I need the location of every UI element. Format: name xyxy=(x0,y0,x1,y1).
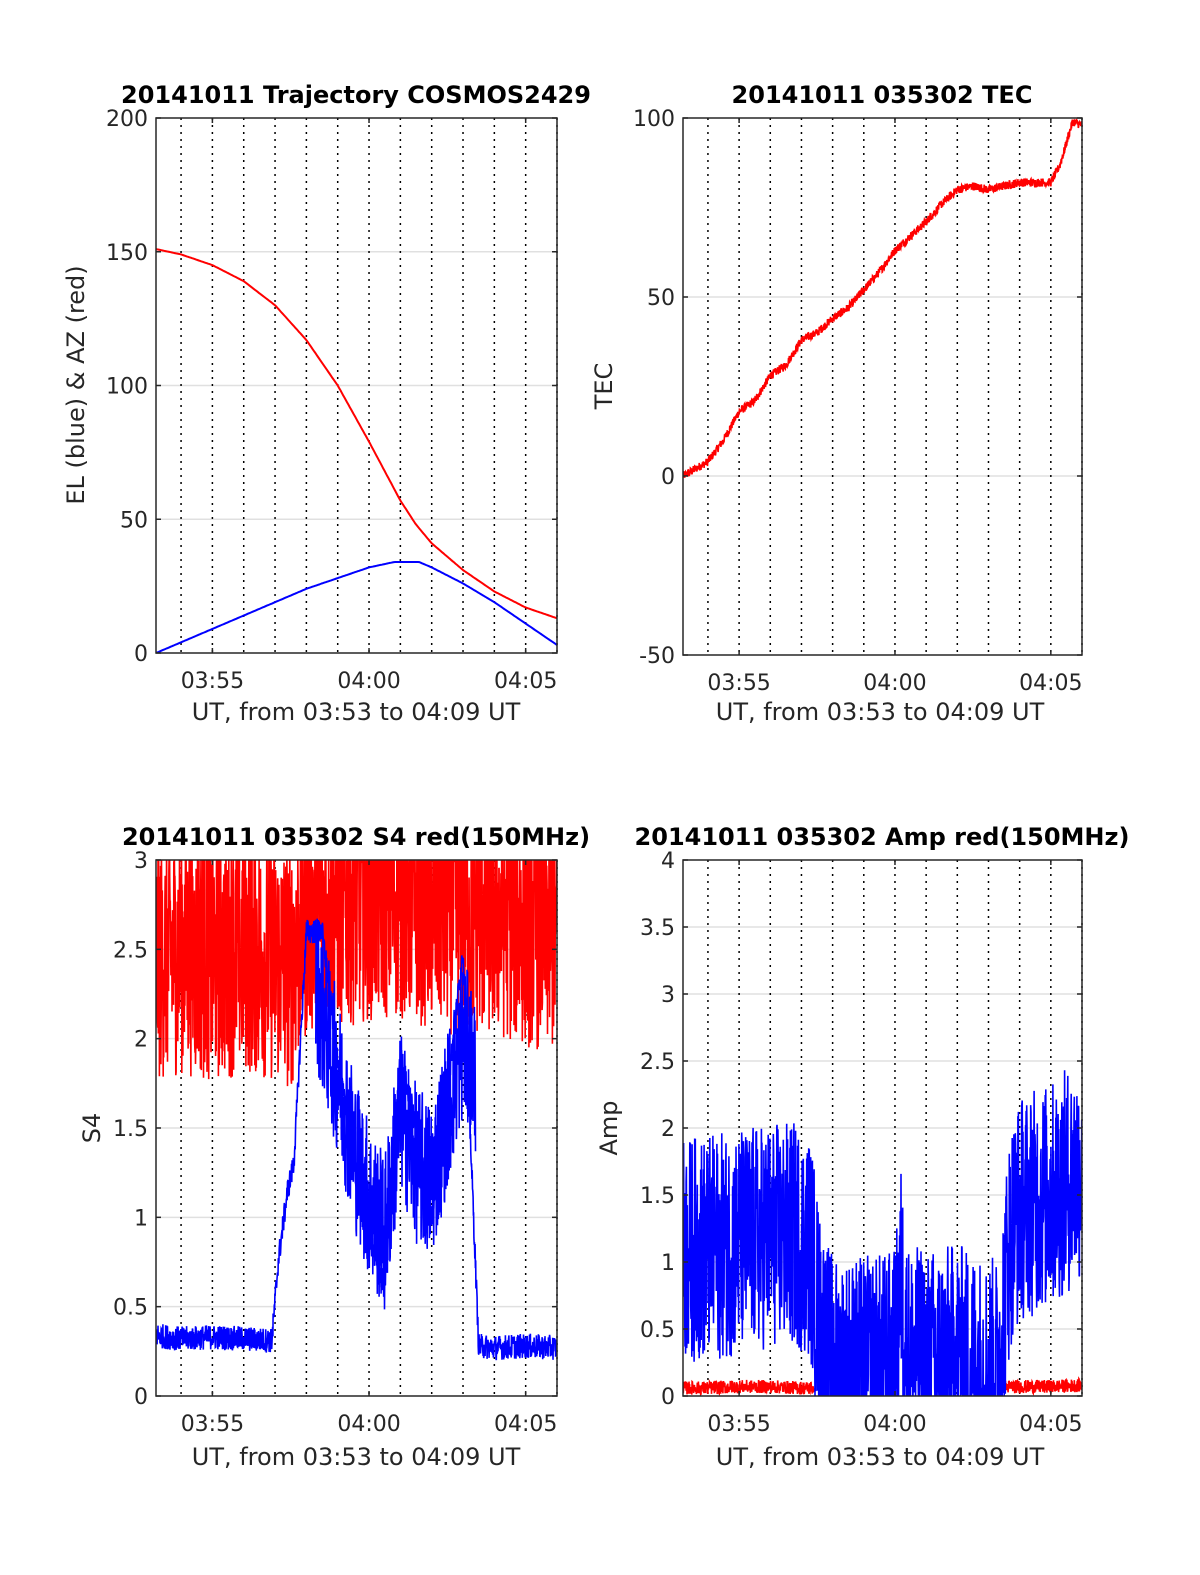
y-tick-label: 50 xyxy=(120,508,148,533)
axes-box xyxy=(682,117,1083,656)
y-tick-label: 200 xyxy=(106,107,148,132)
y-tick-label: 0 xyxy=(661,1385,675,1410)
x-tick-label: 04:05 xyxy=(494,669,557,694)
y-tick-label: 150 xyxy=(106,241,148,266)
y-tick-label: 3 xyxy=(661,983,675,1008)
y-axis-label: EL (blue) & AZ (red) xyxy=(62,265,90,504)
series-line-2 xyxy=(683,1070,1082,1396)
y-axis-label: S4 xyxy=(78,1113,106,1144)
x-tick-label: 04:00 xyxy=(863,1412,926,1437)
plot-area: -50 0 50 100 03:55 04:00 04:05 xyxy=(633,107,1083,696)
x-tick-label: 04:05 xyxy=(1019,671,1082,696)
x-tick-label: 04:00 xyxy=(863,671,926,696)
y-tick-label: 0 xyxy=(134,1385,148,1410)
panel-tec: 20141011 035302 TEC UT, from 03:53 to 04… xyxy=(590,81,1083,726)
x-tick-label: 03:55 xyxy=(181,669,244,694)
series-line-0 xyxy=(156,860,557,1087)
x-tick-label: 03:55 xyxy=(707,1412,770,1437)
series-line-0 xyxy=(156,248,557,620)
panel-title: 20141011 035302 TEC xyxy=(732,81,1033,109)
y-tick-label: -50 xyxy=(639,644,675,669)
y-tick-label: 0 xyxy=(134,642,148,667)
y-tick-label: 1 xyxy=(661,1251,675,1276)
plot-area: 0 0.5 1 1.5 2 2.5 3 03:55 04:00 04:05 xyxy=(113,849,558,1437)
panel-title: 20141011 035302 Amp red(150MHz) xyxy=(635,823,1130,851)
x-tick-label: 04:05 xyxy=(1019,1412,1082,1437)
y-tick-label: 50 xyxy=(647,286,675,311)
x-axis-label: UT, from 03:53 to 04:09 UT xyxy=(192,1443,521,1471)
y-tick-label: 0 xyxy=(661,465,675,490)
y-tick-label: 0.5 xyxy=(640,1318,675,1343)
x-axis-label: UT, from 03:53 to 04:09 UT xyxy=(192,698,521,726)
x-tick-label: 04:05 xyxy=(494,1412,557,1437)
y-axis-label: TEC xyxy=(590,363,618,411)
panel-title: 20141011 Trajectory COSMOS2429 xyxy=(121,81,591,109)
y-tick-label: 2 xyxy=(134,1028,148,1053)
y-tick-label: 100 xyxy=(106,375,148,400)
x-tick-label: 04:00 xyxy=(337,1412,400,1437)
x-tick-label: 04:00 xyxy=(337,669,400,694)
x-tick-label: 03:55 xyxy=(181,1412,244,1437)
panel-title: 20141011 035302 S4 red(150MHz) xyxy=(122,823,590,851)
data-lines xyxy=(156,248,557,653)
y-tick-label: 2.5 xyxy=(640,1050,675,1075)
y-tick-label: 4 xyxy=(661,849,675,874)
series-line-1 xyxy=(156,561,557,653)
panel-s4: 20141011 035302 S4 red(150MHz) UT, from … xyxy=(78,823,590,1471)
series-line-0 xyxy=(683,1379,815,1396)
plot-area: 0 50 100 150 200 03:55 04:00 04:05 xyxy=(106,107,558,694)
series-line-0 xyxy=(683,118,1082,478)
y-axis-label: Amp xyxy=(595,1100,623,1155)
x-tick-label: 03:55 xyxy=(707,671,770,696)
series-line-2 xyxy=(315,918,477,1310)
data-lines xyxy=(683,118,1082,478)
y-tick-label: 1.5 xyxy=(640,1184,675,1209)
y-tick-label: 2.5 xyxy=(113,938,148,963)
series-line-1 xyxy=(1000,1376,1082,1396)
y-tick-label: 3.5 xyxy=(640,916,675,941)
x-axis-label: UT, from 03:53 to 04:09 UT xyxy=(716,698,1045,726)
y-tick-label: 2 xyxy=(661,1117,675,1142)
data-lines xyxy=(683,1070,1082,1396)
data-lines xyxy=(156,860,557,1361)
y-tick-label: 1 xyxy=(134,1206,148,1231)
y-tick-label: 100 xyxy=(633,107,675,132)
x-axis-label: UT, from 03:53 to 04:09 UT xyxy=(716,1443,1045,1471)
plot-area: 0 0.5 1 1.5 2 2.5 3 3.5 4 03:55 04:00 04:05 xyxy=(640,849,1083,1437)
y-tick-label: 0.5 xyxy=(113,1296,148,1321)
y-tick-label: 1.5 xyxy=(113,1117,148,1142)
panel-amp: 20141011 035302 Amp red(150MHz) UT, from… xyxy=(595,823,1129,1471)
panel-trajectory: 20141011 Trajectory COSMOS2429 UT, from … xyxy=(62,81,591,726)
y-tick-label: 3 xyxy=(134,849,148,874)
